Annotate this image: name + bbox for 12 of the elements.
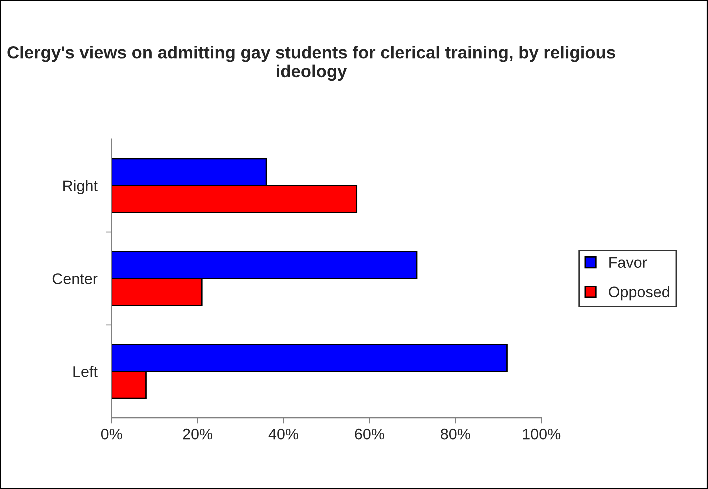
x-tick-label: 100% <box>523 428 561 440</box>
y-tick-label: Left <box>74 366 98 378</box>
y-tick-label: Right <box>64 180 98 195</box>
legend-label: Opposed <box>609 286 670 301</box>
y-tick-label: Center <box>52 274 98 284</box>
x-tick-label: 20% <box>183 428 213 440</box>
x-tick-label: 60% <box>355 428 384 440</box>
x-tick-label: 0% <box>101 428 122 440</box>
x-tick-label: 80% <box>441 428 470 440</box>
chart-title: Clergy's views on admitting gay students for clerical training, by religious ideology <box>8 46 616 82</box>
x-tick-label: 40% <box>268 428 299 440</box>
legend-label: Favor <box>610 257 648 268</box>
